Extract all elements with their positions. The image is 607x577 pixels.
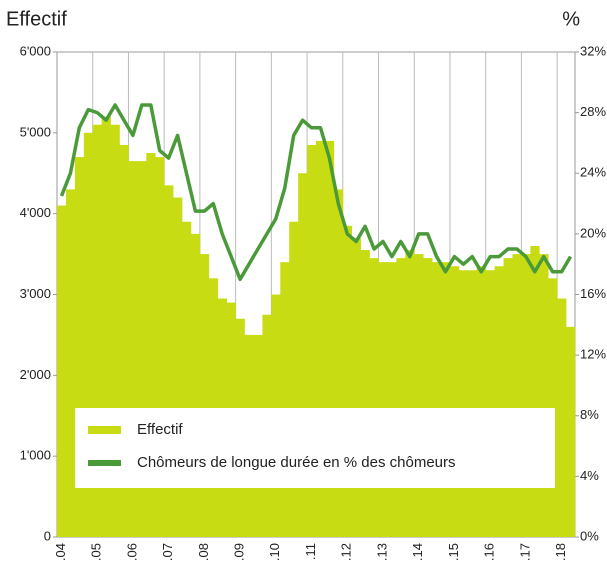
bar: [476, 266, 486, 537]
legend-swatch: [88, 460, 121, 466]
legend-label: Effectif: [137, 421, 183, 438]
x-tick-label: .18: [553, 543, 568, 561]
bar: [208, 278, 219, 537]
y2-tick-label: 24%: [580, 165, 606, 180]
bar: [539, 254, 549, 538]
x-tick-label: .12: [339, 543, 354, 561]
y-tick-label: 2'000: [20, 367, 51, 382]
y-tick-label: 5'000: [20, 124, 51, 139]
bar: [369, 258, 379, 537]
bar: [503, 258, 513, 537]
bar: [199, 254, 210, 538]
bar: [324, 140, 335, 537]
legend-box: [75, 408, 555, 488]
bar: [128, 161, 138, 537]
x-tick-label: .11: [303, 543, 318, 560]
bar: [432, 262, 442, 537]
bar: [449, 266, 460, 537]
bar: [351, 237, 361, 537]
bar: [485, 270, 495, 537]
y-axis-label: Effectif: [6, 8, 67, 30]
bar: [92, 124, 102, 537]
bar: [298, 173, 308, 537]
bar: [280, 262, 290, 537]
y2-tick-label: 28%: [580, 104, 606, 119]
bar: [289, 221, 299, 537]
bar: [65, 189, 76, 537]
bar: [414, 254, 424, 538]
bar: [316, 140, 326, 537]
x-tick-label: .14: [410, 543, 425, 561]
bar: [190, 233, 201, 537]
y-tick-label: 0: [44, 528, 51, 543]
y-tick-label: 6'000: [20, 43, 51, 58]
bar: [164, 185, 174, 537]
y2-tick-label: 4%: [580, 468, 599, 483]
bar: [360, 250, 370, 537]
y2-tick-label: 0%: [580, 528, 599, 543]
y-tick-label: 4'000: [20, 205, 51, 220]
y2-axis-label: %: [562, 8, 580, 30]
y2-tick-label: 16%: [580, 286, 606, 301]
bar: [494, 266, 504, 537]
bar: [342, 225, 353, 537]
x-tick-label: .15: [446, 543, 461, 561]
y-tick-label: 3'000: [20, 286, 51, 301]
bar: [155, 157, 165, 538]
bar: [405, 250, 415, 537]
bar: [378, 262, 388, 537]
bar: [530, 246, 540, 537]
bar: [467, 270, 478, 537]
x-tick-label: .04: [53, 543, 68, 561]
bar: [557, 298, 567, 537]
x-tick-label: .10: [267, 543, 282, 561]
x-tick-label: .13: [374, 543, 389, 561]
bar: [458, 270, 469, 537]
bar: [173, 197, 183, 537]
legend-label: Chômeurs de longue durée en % des chômeu…: [137, 454, 456, 471]
bar: [101, 116, 111, 538]
legend-swatch: [88, 426, 121, 434]
bar: [566, 326, 576, 537]
bar: [548, 278, 558, 537]
x-tick-label: .08: [196, 543, 211, 561]
y-tick-label: 1'000: [20, 448, 51, 463]
y2-tick-label: 32%: [580, 43, 606, 58]
bar: [521, 254, 531, 538]
x-tick-label: .06: [124, 543, 139, 561]
x-tick-label: .17: [517, 543, 532, 561]
x-tick-label: .07: [160, 543, 175, 561]
line: [59, 103, 573, 282]
bar: [387, 262, 397, 537]
bar: [512, 254, 522, 538]
y2-tick-label: 8%: [580, 407, 599, 422]
x-tick-label: .09: [232, 543, 247, 561]
bar: [333, 189, 344, 537]
bar: [83, 132, 94, 538]
bar: [137, 161, 147, 537]
x-tick-label: .05: [89, 543, 104, 561]
bar: [423, 258, 433, 537]
y2-tick-label: 20%: [580, 225, 606, 240]
x-tick-label: .16: [482, 543, 497, 561]
bar: [396, 258, 406, 537]
bar: [146, 153, 156, 537]
bar: [307, 144, 317, 538]
bar: [119, 144, 129, 538]
bar: [110, 124, 120, 537]
y2-tick-label: 12%: [580, 347, 606, 362]
bar: [57, 205, 67, 538]
bar: [182, 221, 192, 537]
bar: [74, 157, 85, 538]
bar: [441, 262, 451, 537]
